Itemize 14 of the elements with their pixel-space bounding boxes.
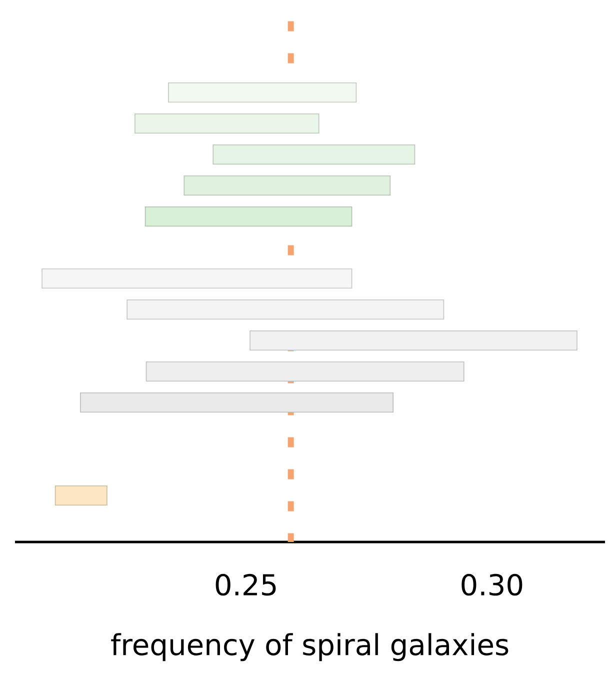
bar bbox=[168, 82, 357, 103]
bar bbox=[212, 144, 416, 165]
bar bbox=[134, 113, 320, 134]
x-tick-label: 0.30 bbox=[462, 574, 522, 596]
bar bbox=[54, 485, 108, 506]
bar bbox=[126, 299, 444, 320]
bar bbox=[42, 268, 352, 289]
x-tick-label: 0.25 bbox=[216, 574, 276, 596]
x-axis-title: frequency of spiral galaxies bbox=[111, 633, 508, 662]
bar bbox=[80, 392, 394, 413]
bar bbox=[144, 206, 352, 227]
bar bbox=[184, 175, 391, 196]
bar bbox=[250, 330, 578, 351]
bar bbox=[146, 361, 464, 382]
